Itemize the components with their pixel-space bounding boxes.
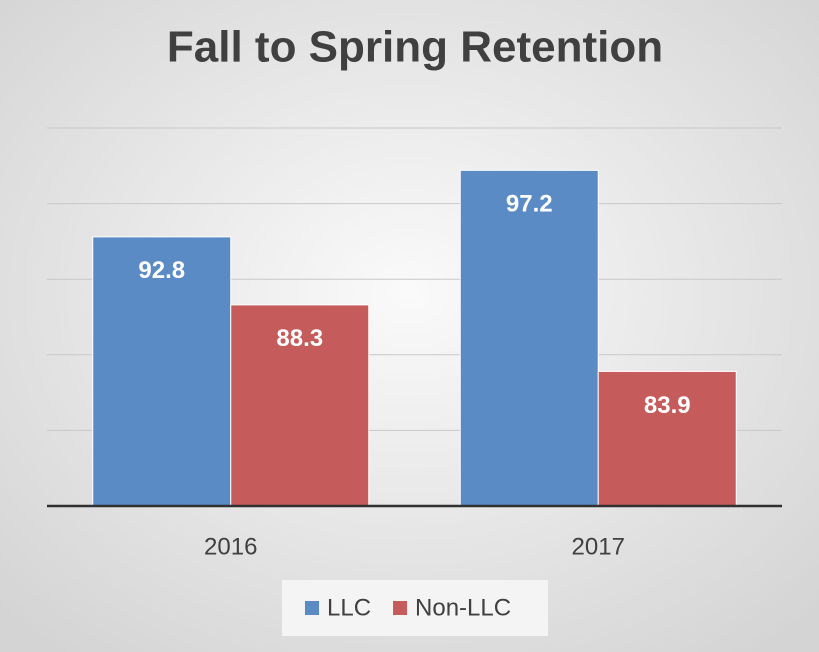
data-label: 92.8: [138, 257, 185, 284]
legend-swatch: [393, 601, 408, 615]
legend-label: Non-LLC: [415, 594, 511, 621]
x-tick-label: 2016: [204, 533, 257, 560]
data-label: 97.2: [506, 191, 553, 218]
legend-swatch: [305, 601, 319, 615]
data-label: 83.9: [644, 392, 691, 419]
bar: [459, 169, 599, 507]
chart-title: Fall to Spring Retention: [167, 23, 663, 72]
data-label: 88.3: [276, 325, 323, 352]
legend-box: [282, 580, 548, 636]
legend-label: LLC: [327, 594, 371, 621]
x-tick-label: 2017: [572, 533, 625, 560]
